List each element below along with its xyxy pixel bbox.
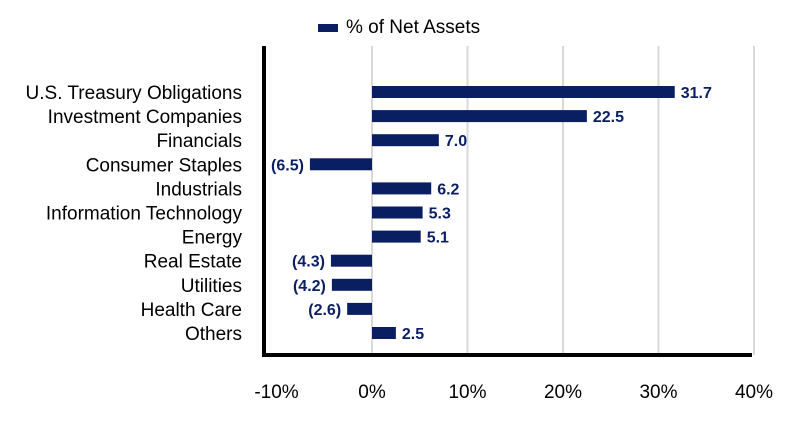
category-label: Information Technology bbox=[46, 204, 243, 225]
category-label: U.S. Treasury Obligations bbox=[26, 83, 242, 104]
legend-label: % of Net Assets bbox=[346, 17, 481, 38]
category-label: Energy bbox=[182, 228, 243, 249]
axes bbox=[262, 46, 752, 357]
bar bbox=[372, 206, 423, 219]
data-label: 5.1 bbox=[427, 230, 449, 247]
category-label: Utilities bbox=[181, 276, 242, 297]
x-tick-label: 30% bbox=[639, 382, 677, 403]
x-tick-label: 20% bbox=[544, 382, 582, 403]
x-tick-label: 10% bbox=[448, 382, 486, 403]
bar bbox=[372, 110, 587, 123]
bar bbox=[372, 230, 421, 243]
data-label: (4.2) bbox=[293, 278, 326, 295]
labels: U.S. Treasury Obligations 31.7 Investment … bbox=[26, 83, 774, 403]
x-tick-label: 40% bbox=[735, 382, 773, 403]
category-label: Consumer Staples bbox=[86, 155, 242, 176]
category-label: Investment Companies bbox=[48, 107, 242, 128]
bars bbox=[309, 86, 675, 339]
data-label: (6.5) bbox=[271, 157, 304, 174]
category-label: Health Care bbox=[141, 300, 242, 321]
bar bbox=[372, 327, 396, 339]
bar bbox=[372, 182, 432, 195]
bar bbox=[372, 86, 675, 98]
data-label: 5.3 bbox=[429, 206, 451, 223]
x-tick-label: -10% bbox=[254, 382, 298, 403]
data-label: (4.3) bbox=[292, 254, 325, 271]
data-label: 31.7 bbox=[681, 85, 712, 102]
data-label: 2.5 bbox=[402, 326, 424, 343]
data-label: (2.6) bbox=[308, 302, 341, 319]
data-label: 22.5 bbox=[593, 109, 624, 126]
data-label: 7.0 bbox=[445, 133, 467, 150]
category-label: Industrials bbox=[155, 179, 242, 200]
category-label: Real Estate bbox=[144, 252, 242, 273]
bar bbox=[331, 278, 372, 291]
bar bbox=[309, 158, 372, 171]
x-tick-label: 0% bbox=[358, 382, 386, 403]
legend-swatch bbox=[318, 24, 338, 32]
chart-legend: % of Net Assets bbox=[318, 16, 480, 40]
bar bbox=[330, 254, 372, 267]
category-label: Financials bbox=[156, 131, 242, 152]
category-label: Others bbox=[185, 324, 242, 345]
bar bbox=[372, 134, 439, 147]
data-label: 6.2 bbox=[437, 181, 459, 198]
bar bbox=[347, 302, 372, 315]
